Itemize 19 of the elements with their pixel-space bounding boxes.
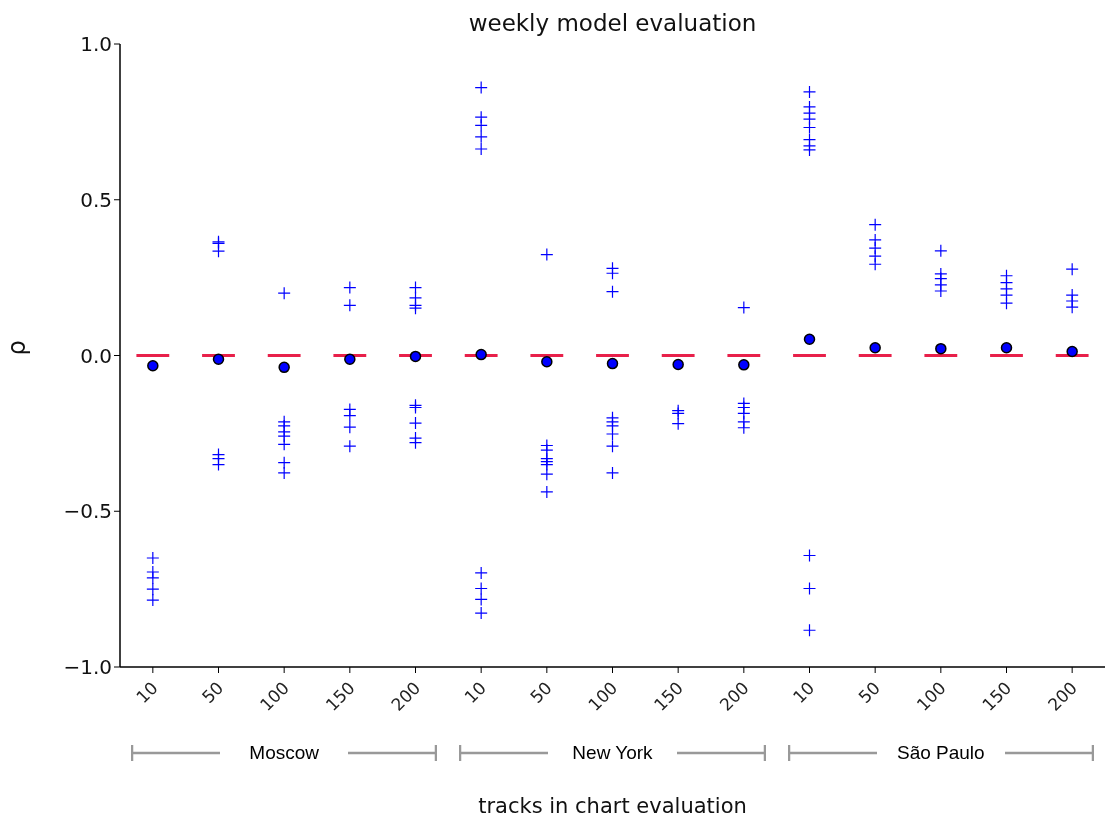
text: São Paulo [895, 742, 986, 764]
y-tick-label: 0.5 [80, 187, 112, 212]
y-tick-label: −1.0 [63, 655, 112, 680]
text: Moscow [248, 742, 320, 764]
x-tick-label: 10 [460, 677, 490, 708]
y-tick-label: 1.0 [80, 32, 112, 57]
x-tick-label: 100 [584, 677, 622, 715]
y-tick-label: 0.0 [80, 343, 112, 368]
x-tick-label: 10 [788, 677, 819, 708]
x-tick-label: 50 [197, 677, 228, 708]
x-tick-label: 50 [854, 677, 884, 708]
y-axis-title: ρ [2, 340, 31, 356]
y-tick-label: −0.5 [63, 499, 112, 524]
text: New York [571, 742, 654, 764]
x-tick-label: 50 [526, 677, 556, 708]
x-tick-label: 10 [132, 677, 162, 708]
chart-title: weekly model evaluation [467, 9, 758, 38]
x-axis-title: tracks in chart evaluation [477, 794, 748, 818]
x-tick-label: 150 [978, 677, 1016, 715]
